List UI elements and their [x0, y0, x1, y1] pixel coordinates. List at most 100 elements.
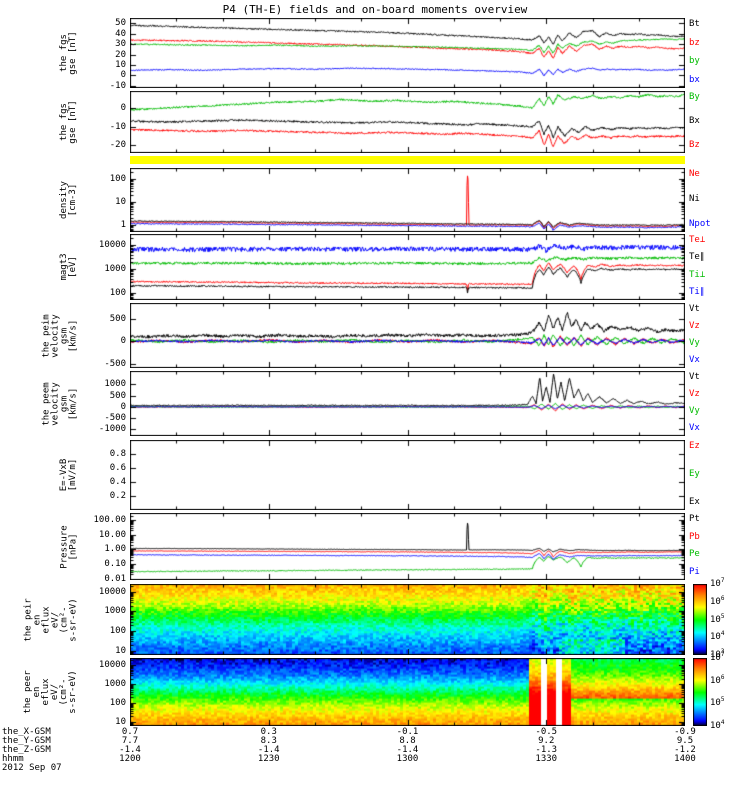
ephemeris-value: -1.3	[535, 745, 558, 755]
p_dens-ytick-label: 1	[120, 220, 126, 231]
p_peer-colorbar-label: 104	[710, 719, 725, 731]
ephemeris-value: -0.9	[674, 727, 696, 737]
p_peir-plot	[130, 584, 685, 655]
p_fgs2-ytick-label: 0	[120, 102, 126, 113]
p_temp-plot	[130, 234, 685, 300]
ephemeris-value: -0.1	[396, 727, 419, 737]
p_peir-ytick-label: 1000	[104, 606, 126, 617]
p_press-ytick-label: 1.00	[104, 544, 126, 555]
trace-label-Pe: Pe	[689, 549, 700, 560]
p_temp-ytick-label: 10000	[98, 240, 126, 251]
p_press-ytick-label: 0.01	[104, 573, 126, 584]
p_peir-colorbar-label: 106	[710, 594, 725, 607]
trace-label-bz: bz	[689, 37, 700, 48]
trace-label-bx: bx	[689, 75, 700, 85]
time-tick-label: 1230	[257, 754, 280, 764]
page-title: P4 (TH-E) fields and on-board moments ov…	[222, 3, 528, 16]
p_peir-ytick-label: 10000	[98, 586, 126, 597]
trace-label-by: by	[689, 56, 700, 67]
trace-label-Vt: Vt	[689, 372, 700, 382]
ephemeris-value: 0.7	[121, 727, 139, 737]
trace-label-Ni: Ni	[689, 194, 700, 204]
p_vi-ytick-label: 500	[109, 313, 126, 324]
trace-label-Ey: Ey	[689, 469, 700, 479]
p_peir-ytick-label: 100	[109, 626, 126, 637]
ephemeris-value: 0.3	[260, 727, 277, 737]
trace-label-Vt: Vt	[689, 304, 700, 314]
p_peir-colorbar-label: 105	[710, 612, 725, 625]
trace-label-Vz: Vz	[689, 389, 700, 399]
p_e-ytick-label: 0.4	[109, 477, 126, 487]
trace-label-Pb: Pb	[689, 531, 700, 542]
p_peer-colorbar-label: 107	[710, 651, 725, 663]
p_peir-colorbar-label: 104	[710, 630, 725, 643]
p_peer-ytick-label: 10	[115, 716, 126, 727]
p_peer-ytick-label: 1000	[104, 679, 126, 690]
trace-label-Ti: Ti⊥	[689, 269, 706, 280]
p_press-ytick-label: 100.00	[93, 514, 126, 525]
p_dens-plot	[130, 168, 685, 232]
p_peer-colorbar-label: 106	[710, 673, 725, 686]
trace-label-By: By	[689, 92, 700, 102]
trace-label-Te: Te⊥	[689, 235, 706, 245]
p_peir-ytick-label: 10	[115, 645, 126, 656]
p_e-ytick-label: 0.6	[109, 463, 126, 473]
trace-label-Vz: Vz	[689, 321, 700, 331]
p_ve-plot	[130, 371, 685, 436]
time-tick-label: 1330	[535, 754, 558, 764]
p_temp-ytick-label: 1000	[104, 264, 126, 275]
p_fgs1-ytick-label: 40	[115, 28, 126, 39]
footer-row-label-hhmm: hhmm	[2, 754, 24, 764]
p_fgs1-ytick-label: 30	[115, 39, 126, 50]
p_peer-plot	[130, 658, 685, 726]
ephemeris-value: -0.5	[535, 727, 558, 737]
p_fgs1-ytick-label: 50	[115, 18, 126, 29]
ephemeris-value: 9.5	[676, 736, 694, 746]
p_ve-ytick-label: 1000	[104, 379, 126, 390]
ephemeris-value: -1.2	[674, 745, 696, 755]
p_press-plot	[130, 513, 685, 580]
trace-label-Vy: Vy	[689, 406, 700, 416]
ephemeris-value: 8.3	[260, 736, 277, 746]
p_peer-ytick-label: 100	[109, 698, 126, 709]
p_fgs2-plot	[130, 91, 685, 153]
p_fgs2-ytick-label: -20	[109, 140, 126, 151]
p_dens-ytick-label: 100	[109, 173, 126, 184]
p_fgs1-ytick-label: -10	[109, 80, 126, 91]
trace-label-Vx: Vx	[689, 355, 700, 365]
p_press-ytick-label: 0.10	[104, 558, 126, 569]
trace-label-Bz: Bz	[689, 140, 700, 150]
p_ve-ytick-label: -1000	[98, 424, 126, 435]
date-label: 2012 Sep 07	[2, 763, 62, 773]
trace-label-Bt: Bt	[689, 19, 700, 29]
p_ve-ytick-label: 0	[120, 401, 126, 412]
trace-label-Ez: Ez	[689, 441, 700, 451]
p_peer-colorbar-label: 105	[710, 696, 725, 709]
p_ve-ytick-label: 500	[109, 390, 126, 401]
time-tick-label: 1300	[396, 754, 419, 764]
p_peir-colorbar-label: 103	[710, 648, 725, 660]
ephemeris-value: -1.4	[119, 745, 141, 755]
ephemeris-value: 7.7	[121, 736, 139, 746]
trace-label-Vy: Vy	[689, 338, 700, 348]
ephemeris-value: 8.8	[399, 736, 416, 746]
p_fgs1-ytick-label: 20	[115, 49, 126, 60]
p_peir-colorbar-label: 107	[710, 577, 725, 589]
trace-label-Ti: Ti∥	[689, 287, 705, 297]
p_dens-ytick-label: 10	[115, 197, 126, 208]
trace-label-Pi: Pi	[689, 567, 700, 577]
trace-label-Npot: Npot	[689, 219, 711, 229]
p_e-ytick-label: 0.8	[109, 449, 126, 459]
p_temp-ytick-label: 100	[109, 287, 126, 298]
p_peer-colorbar	[693, 658, 707, 726]
ephemeris-value: 9.2	[538, 736, 555, 746]
footer-row-label-theYGSM: the_Y-GSM	[2, 736, 51, 746]
trace-label-Bx: Bx	[689, 116, 700, 126]
ephemeris-value: -1.4	[396, 745, 419, 755]
p_peer-ytick-label: 10000	[98, 660, 126, 671]
footer-row-label-theZGSM: the_Z-GSM	[2, 745, 51, 755]
p_fgs1-ytick-label: 10	[115, 60, 126, 70]
